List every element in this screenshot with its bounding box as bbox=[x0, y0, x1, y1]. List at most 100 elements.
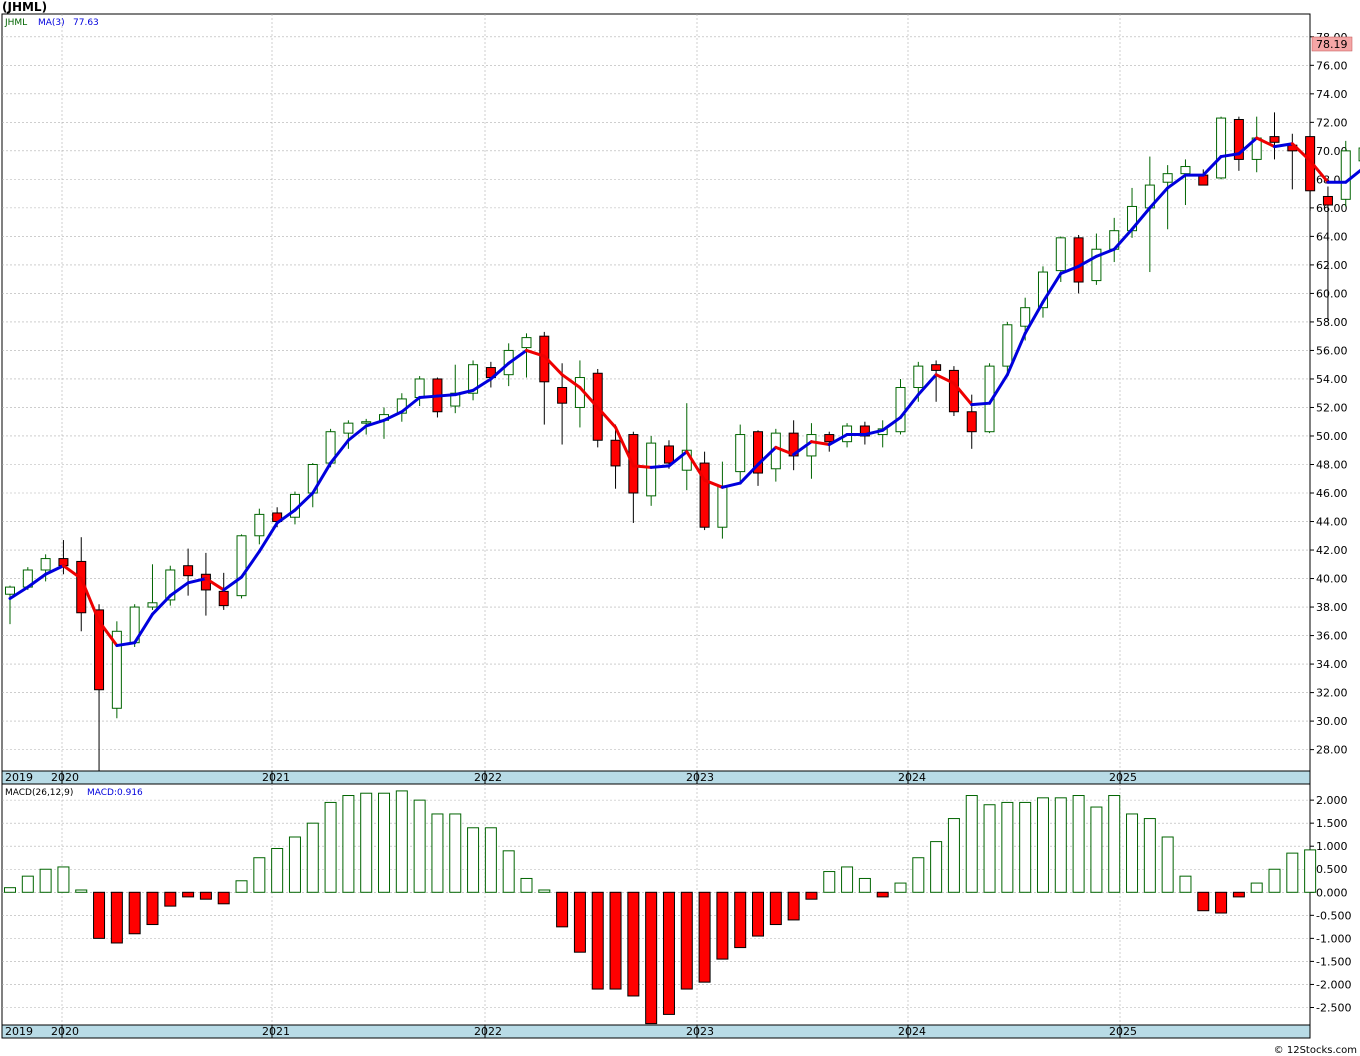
macd-bar bbox=[449, 813, 462, 893]
candle bbox=[1002, 321, 1013, 375]
last-price-box bbox=[1311, 36, 1353, 52]
macd-bar bbox=[858, 877, 871, 893]
candle bbox=[183, 548, 194, 596]
macd-bar bbox=[1072, 795, 1085, 893]
macd-bar bbox=[1232, 891, 1245, 898]
macd-bar bbox=[912, 857, 925, 893]
price-panel-frame bbox=[1, 13, 1311, 772]
year-label: 2022 bbox=[474, 771, 502, 784]
ma-segment bbox=[685, 450, 707, 482]
macd-bar bbox=[217, 891, 230, 905]
ma-segment bbox=[988, 373, 1009, 405]
candle-body bbox=[1020, 307, 1031, 327]
candle bbox=[521, 333, 532, 378]
macd-tick-label: -1.000 bbox=[1316, 932, 1351, 945]
candle-body bbox=[5, 586, 15, 595]
macd-bar bbox=[787, 891, 800, 921]
macd-bar bbox=[805, 891, 818, 900]
price-tick-label: 32.00 bbox=[1316, 687, 1348, 700]
candle-body bbox=[1037, 271, 1048, 309]
ma-segment bbox=[631, 464, 653, 469]
last-price-label: 78.19 bbox=[1316, 38, 1348, 51]
macd-y-axis: 2.000 1.500 1.000 0.500 0.000 -0.500 -1.000 -1.… bbox=[1310, 794, 1351, 1014]
candle-body bbox=[895, 387, 906, 433]
ma-segment bbox=[720, 481, 742, 489]
ma-segment bbox=[275, 508, 297, 525]
macd-legend-value: MACD:0.916 bbox=[87, 788, 143, 798]
macd-bar bbox=[1054, 797, 1067, 893]
candle bbox=[948, 366, 959, 417]
candle-body bbox=[1073, 237, 1084, 283]
macd-bar bbox=[93, 891, 106, 939]
ma-segment bbox=[970, 401, 992, 407]
ma-segment bbox=[1005, 331, 1027, 377]
macd-bar bbox=[698, 891, 711, 983]
price-tick-label: 34.00 bbox=[1316, 658, 1348, 671]
ma-segment bbox=[489, 361, 511, 381]
macd-tick-label: -0.500 bbox=[1316, 909, 1351, 922]
candle bbox=[931, 360, 942, 402]
candle bbox=[343, 420, 354, 449]
candle-body bbox=[361, 421, 372, 424]
macd-bar bbox=[21, 875, 34, 893]
macd-bar bbox=[306, 822, 319, 893]
year-label: 2023 bbox=[686, 1025, 714, 1038]
macd-bar bbox=[467, 827, 480, 893]
ma-segment bbox=[133, 612, 154, 645]
ma-segment bbox=[524, 348, 546, 358]
candle-body bbox=[521, 337, 532, 349]
ma-segment bbox=[346, 424, 368, 442]
ma-segment bbox=[916, 373, 938, 397]
candle bbox=[111, 621, 122, 719]
macd-bar bbox=[110, 891, 123, 944]
ma-segment bbox=[507, 348, 528, 365]
macd-bar bbox=[573, 891, 586, 953]
macd-bar bbox=[1143, 818, 1156, 893]
price-tick-label: 76.00 bbox=[1316, 59, 1348, 72]
macd-bar bbox=[288, 836, 301, 893]
ma-segment bbox=[578, 386, 600, 409]
candle-body bbox=[913, 365, 924, 389]
legend-symbol: JHML bbox=[4, 18, 27, 28]
ma-segment bbox=[863, 428, 885, 437]
ma-segment bbox=[382, 410, 404, 422]
macd-bar bbox=[39, 868, 52, 893]
price-tick-label: 70.00 bbox=[1316, 145, 1348, 158]
price-tick-label: 40.00 bbox=[1316, 573, 1348, 586]
ma-segment bbox=[738, 462, 760, 485]
candle-body bbox=[1269, 136, 1280, 143]
macd-bar bbox=[1019, 801, 1032, 893]
price-tick-label: 30.00 bbox=[1316, 715, 1348, 728]
year-label: 2023 bbox=[686, 771, 714, 784]
chart-title: (JHML) bbox=[2, 0, 48, 14]
candle-body bbox=[236, 535, 247, 597]
macd-bar bbox=[680, 891, 693, 990]
macd-bar bbox=[1036, 797, 1049, 893]
candle-body bbox=[1305, 136, 1316, 192]
macd-bar bbox=[556, 891, 569, 928]
macd-legend-label: MACD(26,12,9) bbox=[5, 788, 73, 798]
candle bbox=[1322, 186, 1333, 321]
macd-bar bbox=[502, 850, 515, 893]
candle-body bbox=[717, 485, 728, 528]
year-label: 2022 bbox=[474, 1025, 502, 1038]
ma-segment bbox=[774, 445, 796, 457]
candle-body bbox=[94, 609, 105, 691]
macd-bar bbox=[1286, 852, 1299, 893]
candle-body bbox=[931, 364, 942, 371]
macd-bar bbox=[360, 792, 373, 893]
year-label: 2025 bbox=[1109, 1025, 1137, 1038]
year-label: 2019 bbox=[5, 771, 33, 784]
ma-segment bbox=[756, 445, 778, 466]
year-label: 2021 bbox=[262, 771, 290, 784]
ma-segment bbox=[596, 405, 618, 429]
ma-segment bbox=[79, 577, 101, 623]
macd-bar bbox=[965, 795, 978, 893]
candle bbox=[753, 430, 764, 486]
macd-bar bbox=[645, 891, 658, 1025]
ma-segment bbox=[186, 577, 208, 585]
macd-tick-label: 2.000 bbox=[1316, 794, 1348, 807]
macd-tick-label: 0.000 bbox=[1316, 886, 1348, 899]
ma-segment bbox=[1112, 227, 1134, 251]
